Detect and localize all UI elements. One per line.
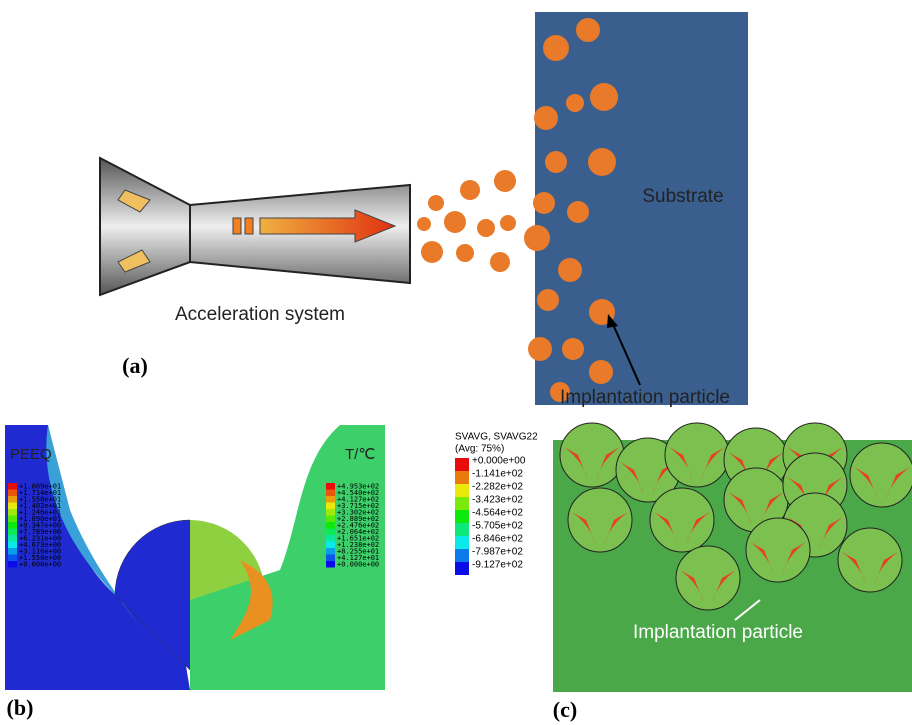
legend-label: -9.127e+02 — [472, 560, 523, 571]
legend-swatch — [8, 496, 17, 503]
legend-swatch — [8, 529, 17, 536]
legend-swatch — [455, 458, 469, 471]
legend-swatch — [326, 483, 335, 490]
particle — [417, 217, 431, 231]
particle — [477, 219, 495, 237]
legend-label: -2.282e+02 — [472, 482, 523, 493]
particle — [456, 244, 474, 262]
particle — [533, 192, 555, 214]
particle — [567, 201, 589, 223]
legend-swatch — [326, 548, 335, 555]
legend-label: +0.000e+00 — [472, 456, 526, 467]
particle-mark — [233, 218, 241, 234]
legend-swatch — [455, 510, 469, 523]
legend-label: -4.564e+02 — [472, 508, 523, 519]
substrate-label: Substrate — [642, 186, 723, 207]
legend-swatch — [326, 509, 335, 516]
particle — [543, 35, 569, 61]
legend-swatch — [8, 535, 17, 542]
legend-label: -6.846e+02 — [472, 534, 523, 545]
particle — [568, 488, 632, 552]
panel-a: Acceleration system Substrate Implantati… — [100, 12, 748, 408]
particle — [528, 337, 552, 361]
legend-swatch — [326, 535, 335, 542]
legend-swatch — [455, 523, 469, 536]
legend-swatch — [8, 490, 17, 497]
legend-swatch — [326, 561, 335, 568]
legend-label: -1.141e+02 — [472, 469, 523, 480]
particle — [665, 423, 729, 487]
particle — [558, 258, 582, 282]
particle — [838, 528, 902, 592]
particle — [444, 211, 466, 233]
legend-swatch — [326, 503, 335, 510]
legend-swatch — [326, 516, 335, 523]
legend-swatch — [8, 503, 17, 510]
right-title: T/℃ — [345, 446, 375, 463]
legend-swatch — [455, 562, 469, 575]
legend-swatch — [326, 522, 335, 529]
left-title: PEEQ — [10, 446, 52, 463]
legend-swatch — [455, 549, 469, 562]
legend: +0.000e+00 -1.141e+02 -2.282e+02 -3.423e+02… — [455, 456, 526, 575]
particle — [500, 215, 516, 231]
particle — [545, 151, 567, 173]
figure: Acceleration system Substrate Implantati… — [0, 0, 912, 725]
legend-subtitle: (Avg: 75%) — [455, 444, 504, 455]
particle — [588, 148, 616, 176]
legend-swatch — [326, 555, 335, 562]
particle — [650, 488, 714, 552]
legend-swatch — [8, 483, 17, 490]
particle — [421, 241, 443, 263]
panel-b: +1.869e+01+1.714e+01+1.558e+01+1.402e+01… — [5, 425, 385, 720]
legend-swatch — [326, 496, 335, 503]
legend-swatch — [455, 497, 469, 510]
particle — [560, 423, 624, 487]
particle — [460, 180, 480, 200]
legend-title: SVAVG, SVAVG22 — [455, 432, 538, 443]
legend-label: -5.705e+02 — [472, 521, 523, 532]
particle — [746, 518, 810, 582]
legend-swatch — [8, 509, 17, 516]
particle — [566, 94, 584, 112]
particle — [534, 106, 558, 130]
particle — [490, 252, 510, 272]
legend-swatch — [8, 516, 17, 523]
nozzle-label: Acceleration system — [175, 304, 345, 325]
legend-label: +0.000e+00 — [337, 561, 379, 569]
particle — [589, 360, 613, 384]
legend-label: -7.987e+02 — [472, 547, 523, 558]
legend-swatch — [326, 542, 335, 549]
particle — [524, 225, 550, 251]
legend-swatch — [455, 471, 469, 484]
particle — [676, 546, 740, 610]
panel-label: (c) — [553, 697, 577, 722]
particle — [537, 289, 559, 311]
particle — [494, 170, 516, 192]
particle — [576, 18, 600, 42]
panel-label: (a) — [122, 353, 148, 378]
particle-label: Implantation particle — [560, 387, 730, 408]
panel-label: (b) — [7, 695, 34, 720]
legend-swatch — [8, 522, 17, 529]
particle — [590, 83, 618, 111]
legend-swatch — [8, 555, 17, 562]
particle — [562, 338, 584, 360]
legend-swatch — [326, 490, 335, 497]
particle — [428, 195, 444, 211]
legend-swatch — [8, 542, 17, 549]
particle-mark — [245, 218, 253, 234]
particle — [850, 443, 912, 507]
legend-swatch — [455, 536, 469, 549]
particle-label: Implantation particle — [633, 622, 803, 643]
legend-swatch — [8, 548, 17, 555]
legend-swatch — [8, 561, 17, 568]
legend-label: -3.423e+02 — [472, 495, 523, 506]
legend-swatch — [455, 484, 469, 497]
panel-c: Implantation particle +0.000e+00 -1.141e+… — [455, 423, 912, 722]
legend-label: +0.000e+00 — [19, 561, 61, 569]
legend-swatch — [326, 529, 335, 536]
